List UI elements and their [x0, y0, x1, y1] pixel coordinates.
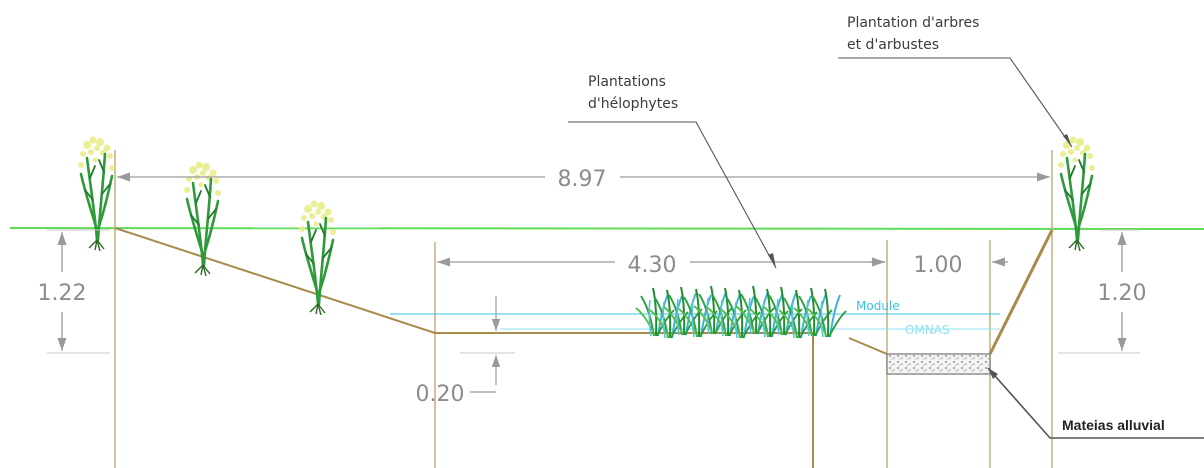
alluvial-annotation: Mateias alluvial — [987, 367, 1204, 439]
alluvial-label: Mateias alluvial — [1062, 417, 1165, 433]
terrain-profile — [114, 227, 1054, 468]
bank-width-label: 1.00 — [914, 253, 963, 278]
left-height-label: 1.22 — [38, 281, 87, 306]
omnas-label: OMNAS — [905, 323, 950, 337]
right-height-label: 1.20 — [1098, 281, 1147, 306]
alluvial-gravel-block — [886, 353, 991, 375]
dimension-bank-width: 1.00 — [870, 253, 1008, 278]
shrub-icon — [182, 160, 223, 278]
dimension-channel-width: 4.30 — [437, 253, 885, 278]
module-label: Module — [856, 299, 900, 313]
trees-note-line2: et d'arbustes — [847, 37, 939, 53]
trees-annotation: Plantation d'arbres et d'arbustes — [838, 15, 1073, 148]
total-width-label: 8.97 — [558, 167, 607, 192]
water-depth-label: 0.20 — [416, 382, 465, 407]
dimension-right-height: 1.20 — [1058, 229, 1147, 354]
shrub-icon — [1056, 135, 1097, 253]
reference-lines — [114, 150, 1053, 468]
helophytes-note-line2: d'hélophytes — [588, 96, 678, 112]
dimension-water-depth: 0.20 — [416, 296, 515, 407]
dimension-left-height: 1.22 — [38, 229, 110, 354]
dimension-total-width: 8.97 — [117, 167, 1050, 192]
helophytes-note-line1: Plantations — [588, 74, 666, 90]
ground-level-line — [9, 227, 1204, 230]
helophytes-annotation: Plantations d'hélophytes — [568, 74, 777, 269]
trees-note-line1: Plantation d'arbres — [847, 15, 979, 31]
reed-cluster-icon — [635, 285, 847, 339]
shrub-icon — [76, 135, 117, 253]
channel-width-label: 4.30 — [628, 253, 677, 278]
